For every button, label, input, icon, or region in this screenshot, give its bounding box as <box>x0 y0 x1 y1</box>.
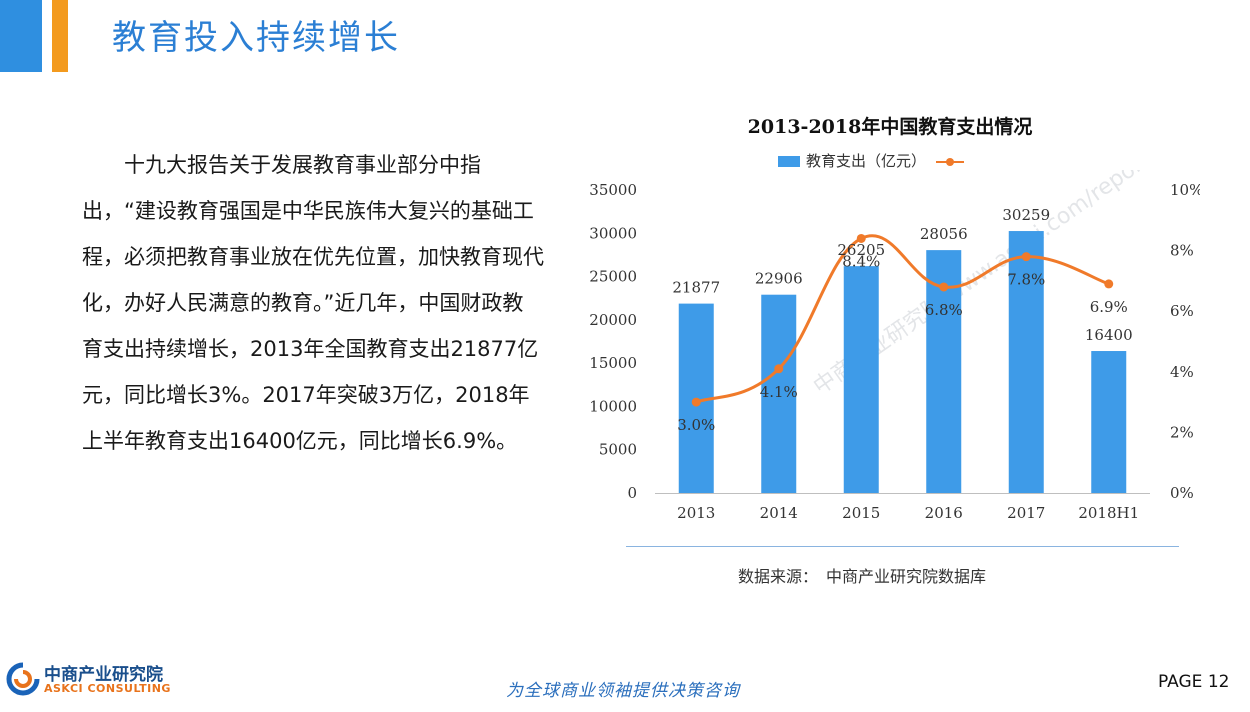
line-data-label: 8.4% <box>842 252 880 270</box>
bar <box>1091 351 1127 493</box>
line-point <box>774 364 784 374</box>
x-tick-label: 2016 <box>925 504 963 522</box>
x-tick-label: 2014 <box>760 504 798 522</box>
logo-text-cn: 中商产业研究院 <box>44 665 163 685</box>
line-data-label: 4.1% <box>760 383 798 401</box>
y-left-tick-label: 15000 <box>589 354 637 372</box>
title-accent-blue <box>0 0 42 72</box>
data-source: 数据来源： 中商产业研究院数据库 <box>738 567 987 586</box>
bar-data-label: 30259 <box>1002 206 1050 224</box>
y-left-tick-label: 25000 <box>589 268 637 286</box>
y-left-tick-label: 5000 <box>599 441 637 459</box>
line-point <box>691 397 701 407</box>
bar-data-label: 28056 <box>920 225 968 243</box>
bar-data-label: 26205 <box>837 241 885 259</box>
y-left-tick-label: 30000 <box>589 224 637 242</box>
legend-bar-label: 教育支出（亿元） <box>806 152 927 170</box>
y-right-tick-label: 4% <box>1170 363 1194 381</box>
line-data-label: 6.9% <box>1090 298 1128 316</box>
y-left-tick-label: 10000 <box>589 397 637 415</box>
line-data-label: 3.0% <box>677 416 715 434</box>
company-logo: 中商产业研究院 ASKCI CONSULTING <box>6 660 176 700</box>
y-left-tick-label: 0 <box>627 484 637 502</box>
bar-data-label: 16400 <box>1085 326 1133 344</box>
bar <box>843 266 879 493</box>
legend-bar-swatch <box>778 156 800 167</box>
x-tick-label: 2017 <box>1007 504 1045 522</box>
y-right-tick-label: 10% <box>1170 181 1200 199</box>
x-tick-label: 2013 <box>677 504 715 522</box>
line-data-label: 6.8% <box>925 301 963 319</box>
page-number: PAGE 12 <box>1158 672 1230 692</box>
chart-legend: 教育支出（亿元） <box>778 150 965 174</box>
chart: 中商产业研究院 www.askci.com/reports/0500010000… <box>589 170 1200 522</box>
bar-data-label: 21877 <box>672 279 720 297</box>
title-accent-orange <box>52 0 68 72</box>
logo-text-en: ASKCI CONSULTING <box>44 682 171 695</box>
chart-title: 2013-2018年中国教育支出情况 <box>747 116 1033 138</box>
footer-slogan: 为全球商业领袖提供决策咨询 <box>506 681 740 701</box>
line-point <box>939 282 949 292</box>
y-left-tick-label: 35000 <box>589 181 637 199</box>
logo-icon <box>6 662 40 696</box>
line-point <box>1021 252 1031 262</box>
line-point <box>856 233 866 243</box>
body-paragraph: 十九大报告关于发展教育事业部分中指出，“建设教育强国是中华民族伟大复兴的基础工程… <box>82 153 544 453</box>
line-data-label: 7.8% <box>1007 271 1045 289</box>
y-right-tick-label: 0% <box>1170 484 1194 502</box>
bar <box>761 294 797 493</box>
y-right-tick-label: 6% <box>1170 302 1194 320</box>
source-divider <box>626 546 1179 547</box>
y-left-tick-label: 20000 <box>589 311 637 329</box>
x-tick-label: 2018H1 <box>1078 504 1139 522</box>
x-tick-label: 2015 <box>842 504 880 522</box>
bar <box>1008 231 1044 493</box>
legend-line-swatch <box>936 156 965 168</box>
y-right-tick-label: 2% <box>1170 423 1194 441</box>
y-right-tick-label: 8% <box>1170 242 1194 260</box>
line-point <box>1104 279 1114 289</box>
page-title: 教育投入持续增长 <box>112 18 400 58</box>
bar-data-label: 22906 <box>755 270 803 288</box>
